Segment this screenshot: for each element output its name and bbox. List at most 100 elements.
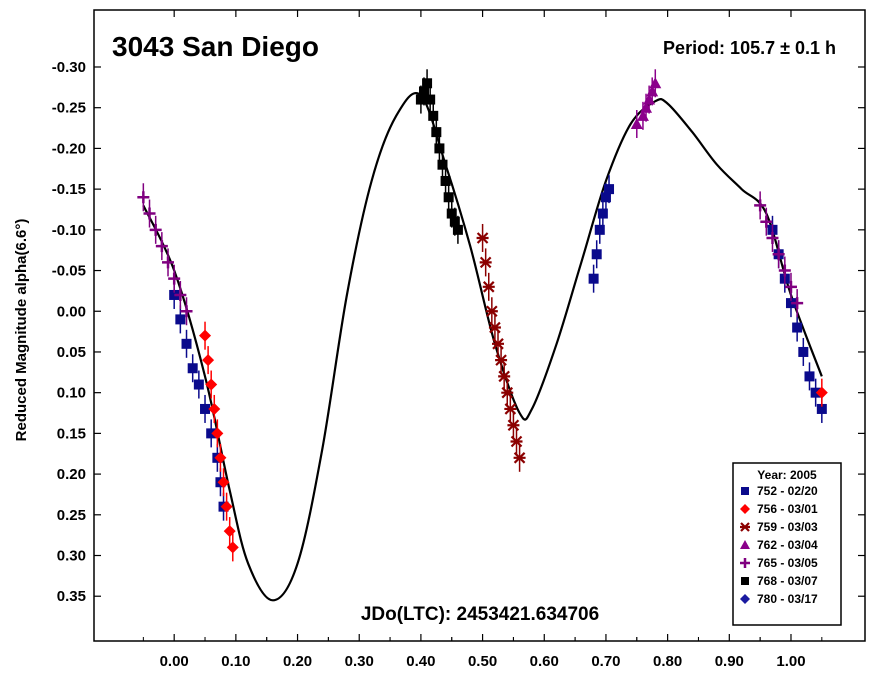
series-3	[476, 223, 526, 472]
legend-label: 765 - 03/05	[757, 556, 818, 570]
data-point-shape	[630, 117, 643, 129]
x-tick-label: 0.50	[468, 653, 497, 670]
x-tick-label: 0.20	[283, 653, 312, 670]
data-point	[434, 143, 445, 154]
data-point	[778, 264, 791, 277]
data-point	[200, 403, 211, 414]
data-point	[205, 378, 218, 391]
legend: Year: 2005 752 - 02/20 756 - 03/01 759 - 0…	[732, 462, 842, 626]
data-point-shape	[792, 322, 803, 333]
data-point	[784, 280, 797, 293]
data-point-shape	[200, 403, 211, 414]
data-point-shape	[137, 191, 150, 204]
data-point	[208, 402, 221, 415]
data-point-shape	[816, 403, 827, 414]
data-point-shape	[785, 298, 796, 309]
data-point	[193, 379, 204, 390]
data-point	[415, 94, 426, 105]
data-point-shape	[513, 452, 526, 464]
data-point	[155, 240, 168, 253]
data-point	[594, 224, 605, 235]
data-point	[440, 175, 451, 186]
data-point-shape	[199, 329, 212, 342]
data-point	[479, 256, 492, 269]
data-point-shape	[754, 199, 767, 212]
y-tick-label: -0.20	[52, 140, 86, 157]
data-point	[206, 428, 217, 439]
legend-marker-shape	[740, 540, 750, 549]
data-point	[425, 94, 436, 105]
data-point	[630, 117, 643, 129]
data-point-shape	[798, 346, 809, 357]
data-point-shape	[431, 127, 442, 138]
data-point	[804, 371, 815, 382]
data-point	[600, 192, 611, 203]
series-4	[630, 69, 662, 138]
data-point	[211, 427, 224, 440]
data-point-shape	[415, 94, 426, 105]
data-point-shape	[206, 428, 217, 439]
y-tick-label: 0.25	[57, 507, 86, 524]
data-point-shape	[452, 224, 463, 235]
data-point-shape	[597, 208, 608, 219]
legend-marker-shape	[740, 522, 750, 532]
data-point	[597, 208, 608, 219]
data-point	[792, 322, 803, 333]
data-point	[437, 159, 448, 170]
data-point-shape	[175, 314, 186, 325]
data-point-shape	[425, 94, 436, 105]
data-point	[143, 207, 156, 220]
data-point	[810, 387, 821, 398]
y-tick-label: 0.15	[57, 425, 86, 442]
legend-label: 780 - 03/17	[757, 592, 818, 606]
data-point	[588, 273, 599, 284]
legend-marker	[740, 558, 750, 568]
data-points-layer	[137, 69, 828, 562]
data-point	[591, 249, 602, 260]
data-point-shape	[649, 77, 662, 89]
legend-marker-shape	[740, 504, 750, 514]
data-point	[816, 403, 827, 414]
data-point	[452, 224, 463, 235]
data-point	[220, 500, 233, 513]
x-tick-label: 0.40	[406, 653, 435, 670]
data-point-shape	[588, 273, 599, 284]
legend-label: 752 - 02/20	[757, 484, 818, 498]
data-point-shape	[155, 240, 168, 253]
y-tick-label: 0.30	[57, 548, 86, 565]
data-point-shape	[202, 354, 215, 367]
data-point-shape	[149, 223, 162, 236]
data-point-shape	[591, 249, 602, 260]
data-point-shape	[784, 280, 797, 293]
data-point-shape	[446, 208, 457, 219]
data-point-shape	[174, 288, 187, 301]
y-tick-label: 0.05	[57, 344, 86, 361]
data-point	[772, 248, 785, 261]
period-label: Period: 105.7 ± 0.1 h	[663, 38, 836, 58]
data-point	[174, 288, 187, 301]
chart-title: 3043 San Diego	[112, 31, 319, 62]
data-point	[187, 363, 198, 374]
plot-frame	[93, 9, 866, 642]
data-point	[214, 451, 227, 464]
data-point	[226, 541, 239, 554]
data-point-shape	[181, 338, 192, 349]
legend-label: 759 - 03/03	[757, 520, 818, 534]
legend-marker-shape	[741, 487, 749, 495]
legend-label: 762 - 03/04	[757, 538, 818, 552]
x-tick-label: 0.30	[345, 653, 374, 670]
series-2	[199, 321, 828, 562]
data-point-shape	[479, 256, 492, 269]
data-point	[754, 199, 767, 212]
data-point	[443, 192, 454, 203]
data-point	[431, 127, 442, 138]
data-point	[449, 216, 460, 227]
data-point-shape	[211, 427, 224, 440]
y-tick-label: -0.15	[52, 181, 86, 198]
data-point-shape	[760, 215, 773, 228]
legend-marker	[740, 540, 750, 549]
x-tick-label: 0.90	[715, 653, 744, 670]
x-tick-label: 0.70	[591, 653, 620, 670]
legend-marker	[741, 577, 749, 585]
